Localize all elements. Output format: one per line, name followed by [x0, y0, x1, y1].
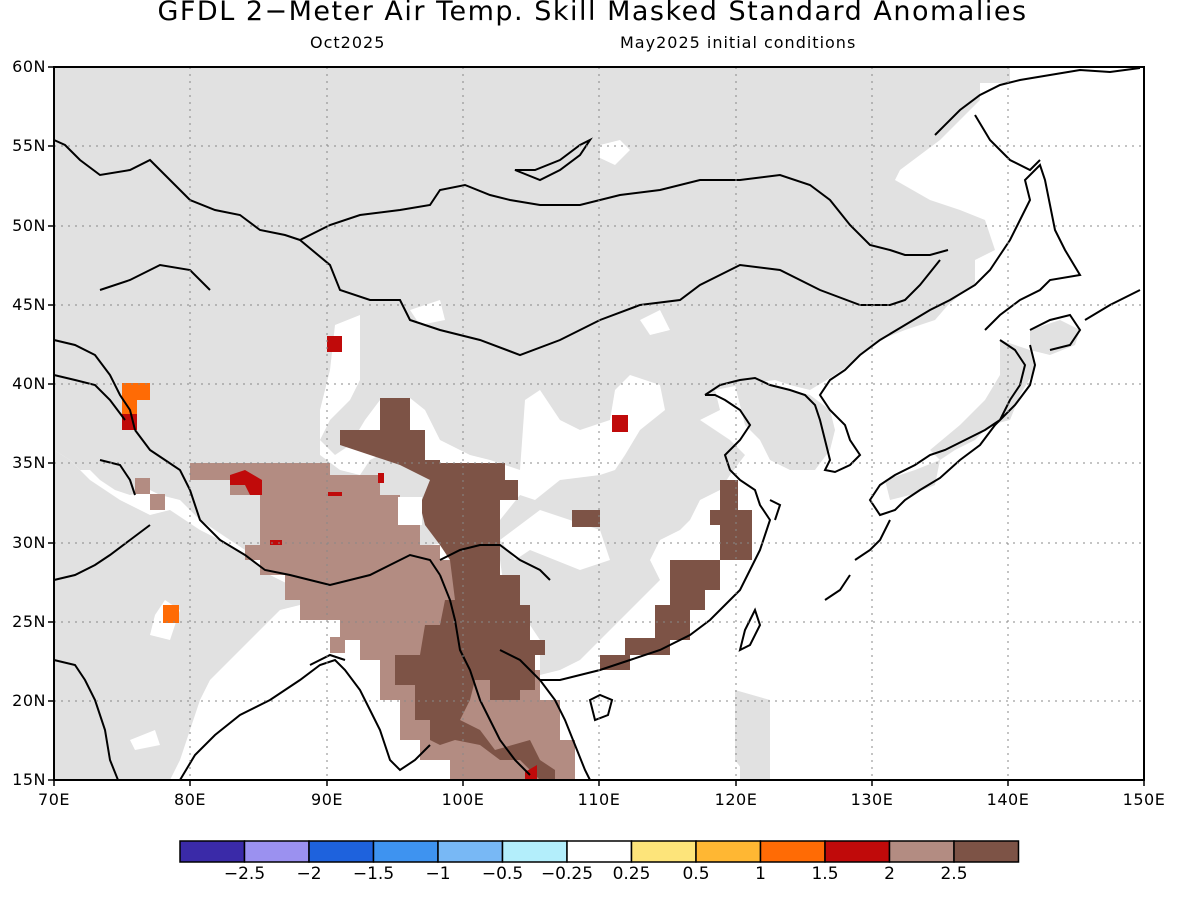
lon-label-100e: 100E: [441, 790, 485, 809]
lon-label-70e: 70E: [38, 790, 70, 809]
colorbar-swatch: [308, 840, 375, 863]
colorbar-swatch: [243, 840, 310, 863]
initial-conditions: May2025 initial conditions: [620, 33, 857, 52]
coastlines-and-borders: [53, 67, 1141, 781]
lat-label-45n: 45N: [12, 295, 46, 314]
colorbar-label: −1.5: [352, 864, 395, 884]
colorbar-swatch: [888, 840, 955, 863]
lon-label-130e: 130E: [850, 790, 894, 809]
colorbar-label: 2: [884, 864, 895, 884]
colorbar-swatch: [566, 840, 633, 863]
anomaly-cells: [122, 336, 752, 780]
lat-label-60n: 60N: [12, 57, 46, 76]
colorbar-label: 1: [755, 864, 766, 884]
lat-label-20n: 20N: [12, 691, 46, 710]
colorbar-swatch: [372, 840, 439, 863]
colorbar-label: 0.25: [612, 864, 651, 884]
lat-label-35n: 35N: [12, 453, 46, 472]
colorbar-swatch: [695, 840, 762, 863]
lon-label-120e: 120E: [714, 790, 758, 809]
colorbar-label: 0.5: [682, 864, 710, 884]
lon-label-150e: 150E: [1122, 790, 1166, 809]
colorbar-label: −0.25: [540, 864, 594, 884]
lat-label-55n: 55N: [12, 136, 46, 155]
map-title: GFDL 2−Meter Air Temp. Skill Masked Stan…: [157, 0, 1028, 27]
colorbar-label: −2.5: [223, 864, 266, 884]
colorbar-label: 2.5: [940, 864, 968, 884]
lat-label-50n: 50N: [12, 216, 46, 235]
colorbar-label: −1: [425, 864, 451, 884]
lat-label-40n: 40N: [12, 374, 46, 393]
lat-label-25n: 25N: [12, 612, 46, 631]
colorbar: [179, 840, 1020, 863]
lon-label-80e: 80E: [174, 790, 206, 809]
colorbar-swatch: [179, 840, 246, 863]
colorbar-swatch: [501, 840, 568, 863]
colorbar-label: −2: [296, 864, 322, 884]
colorbar-swatch: [824, 840, 891, 863]
axis-ticks: [48, 66, 1145, 786]
lat-label-30n: 30N: [12, 533, 46, 552]
colorbar-label: −0.5: [481, 864, 524, 884]
lon-label-110e: 110E: [577, 790, 621, 809]
forecast-month: Oct2025: [310, 33, 386, 52]
lat-label-15n: 15N: [12, 770, 46, 789]
colorbar-label: 1.5: [811, 864, 839, 884]
colorbar-swatch: [437, 840, 504, 863]
colorbar-swatch: [953, 840, 1020, 863]
lon-label-90e: 90E: [311, 790, 343, 809]
colorbar-swatch: [759, 840, 826, 863]
colorbar-swatch: [630, 840, 697, 863]
lon-label-140e: 140E: [986, 790, 1030, 809]
